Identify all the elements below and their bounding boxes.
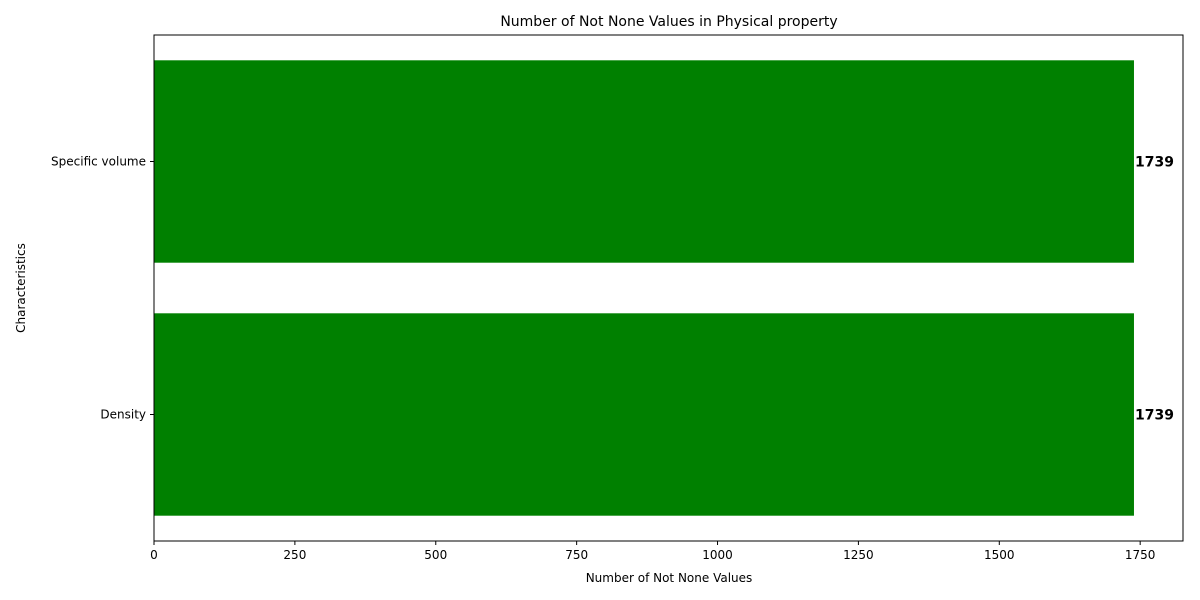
x-tick-label: 1750 bbox=[1125, 548, 1156, 562]
data-label: 1739 bbox=[1135, 408, 1174, 424]
data-label: 1739 bbox=[1135, 155, 1174, 171]
x-tick-label: 0 bbox=[150, 548, 158, 562]
y-axis-label: Characteristics bbox=[14, 243, 28, 333]
chart-title: Number of Not None Values in Physical pr… bbox=[500, 14, 837, 30]
bar-group bbox=[154, 60, 1134, 516]
bar-density bbox=[154, 313, 1134, 516]
y-axis-ticks: Density Specific volume bbox=[51, 155, 154, 422]
x-tick-label: 250 bbox=[283, 548, 306, 562]
data-label-group: 1739 1739 bbox=[1135, 155, 1174, 424]
x-axis-ticks: 0 250 500 750 1000 1250 1500 1750 bbox=[150, 541, 1155, 562]
x-tick-label: 1500 bbox=[984, 548, 1015, 562]
x-tick-label: 1250 bbox=[843, 548, 874, 562]
x-tick-label: 750 bbox=[565, 548, 588, 562]
y-tick-label: Density bbox=[100, 408, 146, 422]
bar-specific-volume bbox=[154, 60, 1134, 263]
x-axis-label: Number of Not None Values bbox=[586, 571, 753, 585]
plot-frame bbox=[153, 34, 1184, 542]
x-tick-label: 500 bbox=[424, 548, 447, 562]
y-tick-label: Specific volume bbox=[51, 155, 146, 169]
x-tick-label: 1000 bbox=[702, 548, 733, 562]
